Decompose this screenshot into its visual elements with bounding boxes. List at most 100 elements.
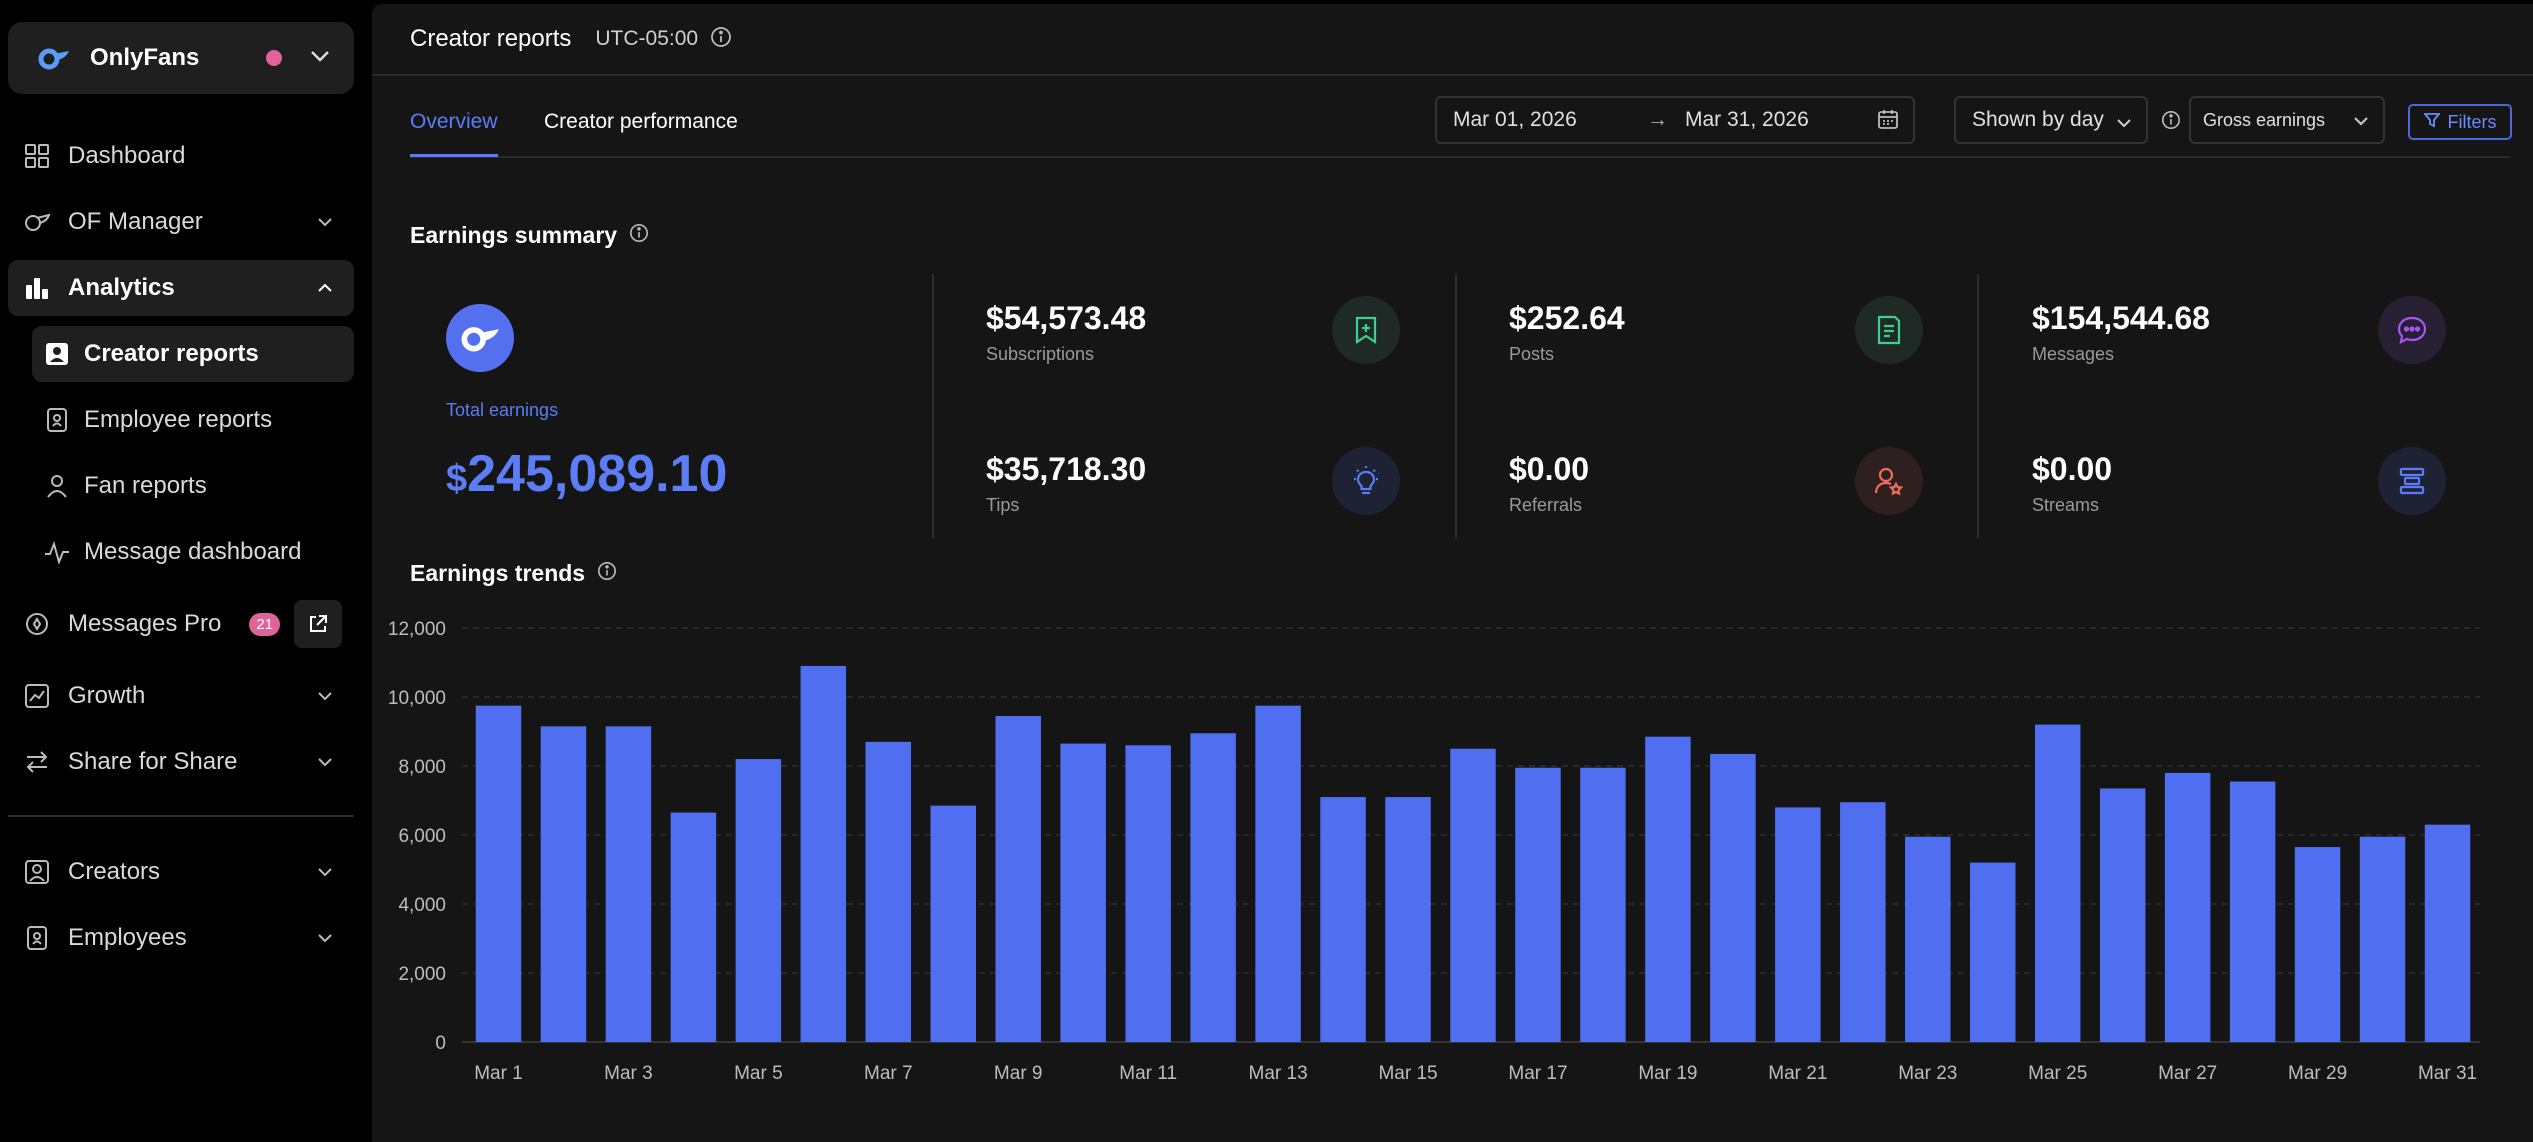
user-square-icon	[20, 855, 54, 889]
x-tick-label: Mar 5	[734, 1063, 783, 1084]
plus-square-icon	[1332, 296, 1400, 364]
user-card-icon	[40, 337, 74, 371]
bar[interactable]	[540, 726, 587, 1042]
info-icon[interactable]	[597, 560, 617, 587]
tab-overview[interactable]: Overview	[410, 110, 498, 157]
bar[interactable]	[1645, 736, 1691, 1042]
sidebar-item-creators[interactable]: Creators	[8, 844, 354, 900]
bar[interactable]	[800, 665, 847, 1042]
sidebar-item-employees[interactable]: Employees	[8, 910, 354, 966]
sidebar-item-employee-reports[interactable]: Employee reports	[32, 392, 354, 448]
info-icon[interactable]	[710, 26, 732, 53]
account-switcher[interactable]: OnlyFans	[8, 22, 354, 94]
metric-label: Tips	[986, 495, 1020, 515]
external-link-icon	[310, 615, 327, 632]
arrow-right-icon: →	[1647, 108, 1668, 131]
bar[interactable]	[1905, 836, 1951, 1042]
info-icon[interactable]	[629, 222, 649, 249]
x-tick-label: Mar 17	[1508, 1063, 1567, 1084]
of-manager-icon	[20, 205, 54, 239]
granularity-select[interactable]: Shown by day	[1954, 96, 2148, 144]
status-dot	[266, 50, 282, 66]
tab-creator-performance[interactable]: Creator performance	[544, 110, 738, 133]
bar[interactable]	[1580, 767, 1626, 1042]
sidebar-item-message-dashboard[interactable]: Message dashboard	[32, 524, 354, 580]
metric-referrals: $0.00 Referrals	[1509, 447, 1929, 551]
metric-value: $252.64	[1509, 300, 1625, 336]
bar[interactable]	[1320, 797, 1366, 1042]
bar[interactable]	[475, 705, 522, 1042]
chevron-down-icon[interactable]	[310, 49, 330, 67]
bar[interactable]	[1125, 745, 1171, 1042]
metric-streams: $0.00 Streams	[2032, 447, 2452, 551]
metric-value: $0.00	[1509, 451, 1590, 487]
chevron-down-icon	[310, 747, 340, 777]
bar[interactable]	[1515, 767, 1561, 1042]
sidebar-item-label: Fan reports	[84, 472, 207, 499]
onlyfans-logo-icon	[34, 38, 74, 78]
sidebar-item-dashboard[interactable]: Dashboard	[8, 128, 354, 184]
total-earnings-value: $245,089.10	[446, 444, 727, 504]
info-icon[interactable]	[2161, 110, 2181, 135]
bar[interactable]	[2294, 847, 2341, 1042]
bar[interactable]	[1385, 797, 1431, 1042]
stream-icon	[2378, 447, 2446, 515]
bar[interactable]	[2359, 836, 2406, 1042]
bar[interactable]	[2099, 788, 2146, 1042]
sidebar-item-of-manager[interactable]: OF Manager	[8, 194, 354, 250]
bar[interactable]	[1970, 862, 2016, 1042]
bar[interactable]	[2164, 772, 2211, 1042]
section-title: Earnings summary	[410, 222, 618, 248]
bar[interactable]	[670, 812, 717, 1042]
bar[interactable]	[605, 726, 652, 1042]
earnings-summary-heading: Earnings summary	[410, 222, 649, 249]
bar[interactable]	[1450, 748, 1496, 1042]
date-end: Mar 31, 2026	[1685, 108, 1809, 131]
bar[interactable]	[735, 759, 782, 1042]
sidebar-item-share-for-share[interactable]: Share for Share	[8, 734, 354, 790]
y-tick-label: 8,000	[398, 757, 446, 778]
sidebar-item-messages-pro[interactable]: Messages Pro 21	[8, 596, 354, 652]
badge-icon	[20, 921, 54, 955]
y-tick-label: 10,000	[388, 688, 446, 709]
sidebar-item-growth[interactable]: Growth	[8, 668, 354, 724]
metric-label: Posts	[1509, 344, 1555, 364]
tab-bar: Overview Creator performance	[410, 94, 2510, 158]
bar[interactable]	[1775, 807, 1821, 1042]
bar[interactable]	[2034, 724, 2081, 1042]
bar[interactable]	[865, 741, 912, 1042]
bar[interactable]	[2229, 781, 2276, 1042]
sidebar-item-label: Creator reports	[84, 340, 259, 367]
sidebar-item-label: Dashboard	[68, 142, 186, 169]
bar[interactable]	[1840, 802, 1886, 1042]
onlyfans-logo-icon	[446, 304, 514, 372]
filters-button[interactable]: Filters	[2408, 104, 2512, 140]
bar[interactable]	[930, 805, 976, 1042]
chevron-down-icon	[310, 857, 340, 887]
earnings-trends-chart: 0 2,000 4,000 6,000 8,000 10,000 12,000 Mar 1 Ma…	[388, 619, 2480, 1084]
date-range-picker[interactable]: Mar 01, 2026 → Mar 31, 2026	[1435, 96, 1915, 144]
sidebar-item-analytics[interactable]: Analytics	[8, 260, 354, 316]
sidebar-item-label: OF Manager	[68, 208, 203, 235]
pulse-icon	[40, 535, 74, 569]
bar[interactable]	[1190, 733, 1236, 1042]
metric-messages: $154,544.68 Messages	[2032, 296, 2452, 400]
sidebar-item-creator-reports[interactable]: Creator reports	[32, 326, 354, 382]
bar[interactable]	[1710, 753, 1756, 1042]
calendar-icon	[1877, 108, 1899, 136]
chevron-down-icon	[2353, 110, 2369, 131]
section-title: Earnings trends	[410, 560, 586, 586]
x-tick-label: Mar 31	[2418, 1063, 2477, 1084]
page-header: Creator reports UTC-05:00	[372, 4, 2533, 76]
external-link-button[interactable]	[294, 600, 342, 648]
bar[interactable]	[1255, 705, 1301, 1042]
bar[interactable]	[995, 715, 1041, 1042]
bar[interactable]	[2424, 824, 2471, 1042]
filters-label: Filters	[2447, 111, 2497, 132]
document-icon	[1855, 296, 1923, 364]
metric-select[interactable]: Gross earnings	[2189, 96, 2385, 144]
column-divider	[932, 274, 934, 538]
sidebar-item-fan-reports[interactable]: Fan reports	[32, 458, 354, 514]
bar[interactable]	[1060, 743, 1106, 1042]
metric-posts: $252.64 Posts	[1509, 296, 1929, 400]
